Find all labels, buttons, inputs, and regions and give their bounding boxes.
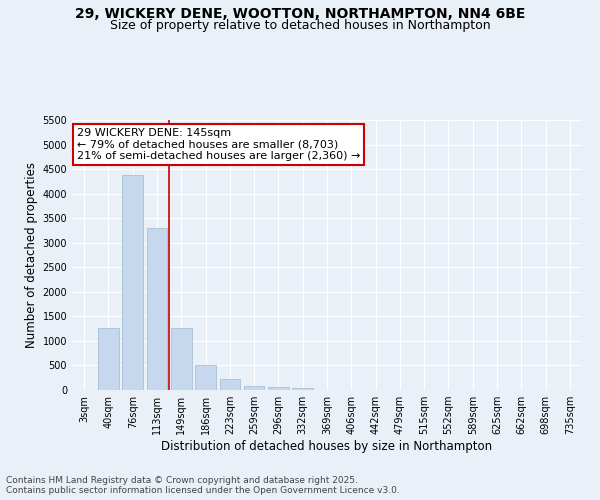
Text: 29 WICKERY DENE: 145sqm
← 79% of detached houses are smaller (8,703)
21% of semi: 29 WICKERY DENE: 145sqm ← 79% of detache… [77,128,361,162]
Text: 29, WICKERY DENE, WOOTTON, NORTHAMPTON, NN4 6BE: 29, WICKERY DENE, WOOTTON, NORTHAMPTON, … [75,8,525,22]
Bar [122,175,143,390]
Text: Size of property relative to detached houses in Northampton: Size of property relative to detached ho… [110,18,490,32]
Bar [268,388,289,390]
Bar [146,228,167,390]
Y-axis label: Number of detached properties: Number of detached properties [25,162,38,348]
Bar [171,328,191,390]
Bar [244,386,265,390]
Text: Contains HM Land Registry data © Crown copyright and database right 2025.
Contai: Contains HM Land Registry data © Crown c… [6,476,400,495]
Bar [292,388,313,390]
Bar [195,366,216,390]
Bar [98,328,119,390]
X-axis label: Distribution of detached houses by size in Northampton: Distribution of detached houses by size … [161,440,493,453]
Bar [220,380,240,390]
